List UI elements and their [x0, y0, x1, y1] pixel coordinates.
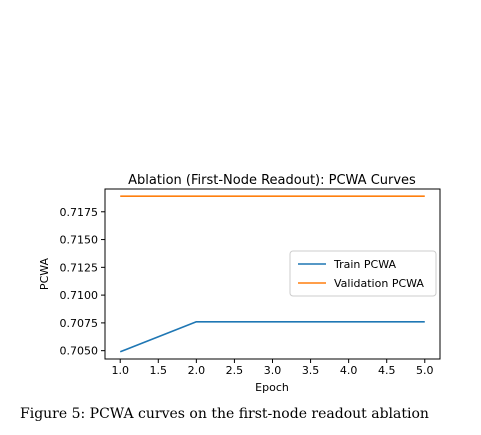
- x-tick-label: 2.0: [188, 364, 206, 377]
- y-tick-label: 0.7175: [60, 206, 99, 219]
- x-tick-label: 2.5: [226, 364, 244, 377]
- x-axis-label: Epoch: [255, 381, 289, 394]
- legend-box: [289, 250, 437, 297]
- x-tick-label: 4.0: [340, 364, 358, 377]
- y-tick-label: 0.7125: [60, 261, 99, 274]
- train-pcwa-line: [119, 320, 425, 353]
- y-tick-label: 0.7150: [60, 234, 99, 247]
- x-tick-label: 5.0: [416, 364, 434, 377]
- chart-title: Ablation (First-Node Readout): PCWA Curv…: [128, 173, 416, 188]
- x-tick-label: 3.5: [302, 364, 320, 377]
- x-tick-label: 4.5: [378, 364, 396, 377]
- y-tick-label: 0.7075: [60, 317, 99, 330]
- y-tick-label: 0.7050: [60, 345, 99, 358]
- y-axis: 0.7050 0.7075 0.7100 0.7125 0.7150 0.7175: [60, 206, 105, 358]
- x-axis: 1.0 1.5 2.0 2.5 3.0 3.5 4.0 4.5 5.0: [111, 359, 434, 377]
- y-axis-label: PCWA: [38, 257, 51, 290]
- legend-train-label: Train PCWA: [333, 258, 396, 271]
- x-tick-label: 1.5: [150, 364, 168, 377]
- x-tick-label: 3.0: [264, 364, 282, 377]
- x-tick-label: 1.0: [111, 364, 129, 377]
- legend: Train PCWA Validation PCWA: [289, 250, 437, 297]
- y-tick-label: 0.7100: [60, 289, 99, 302]
- legend-validation-label: Validation PCWA: [334, 277, 424, 290]
- series-lines: [119, 195, 425, 353]
- figure-caption: Figure 5: PCWA curves on the first-node …: [20, 406, 429, 422]
